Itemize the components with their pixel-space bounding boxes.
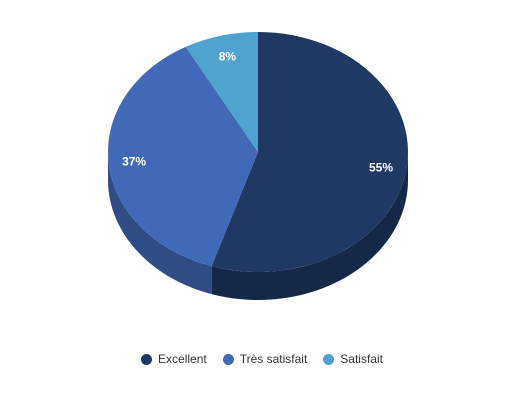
pie-slice-satisfait[interactable]: [185, 32, 258, 152]
pie-label-tres-satisfait: 37%: [122, 154, 146, 168]
pie-side-layer: [108, 152, 408, 300]
legend-item-satisfait[interactable]: Satisfait: [323, 352, 383, 366]
legend-swatch-satisfait: [323, 353, 335, 365]
legend: Excellent Très satisfait Satisfait: [0, 352, 524, 366]
pie-label-satisfait: 8%: [219, 50, 237, 64]
pie-slice-tres-satisfait[interactable]: [108, 46, 259, 267]
pie-label-excellent: 55%: [369, 161, 393, 175]
legend-swatch-excellent: [141, 353, 153, 365]
pie-top-layer: [108, 32, 408, 272]
legend-label-tres-satisfait: Très satisfait: [239, 352, 308, 366]
pie-label-layer: 55% 37% 8%: [122, 50, 393, 175]
pie-slice-excellent[interactable]: [211, 32, 408, 272]
legend-swatch-tres-satisfait: [222, 353, 234, 365]
legend-item-excellent[interactable]: Excellent: [141, 352, 207, 366]
legend-label-satisfait: Satisfait: [340, 352, 383, 366]
pie-side-tres-satisfait: [108, 152, 212, 295]
legend-label-excellent: Excellent: [158, 352, 207, 366]
pie-side-excellent: [211, 152, 408, 300]
legend-item-tres-satisfait[interactable]: Très satisfait: [222, 352, 308, 366]
